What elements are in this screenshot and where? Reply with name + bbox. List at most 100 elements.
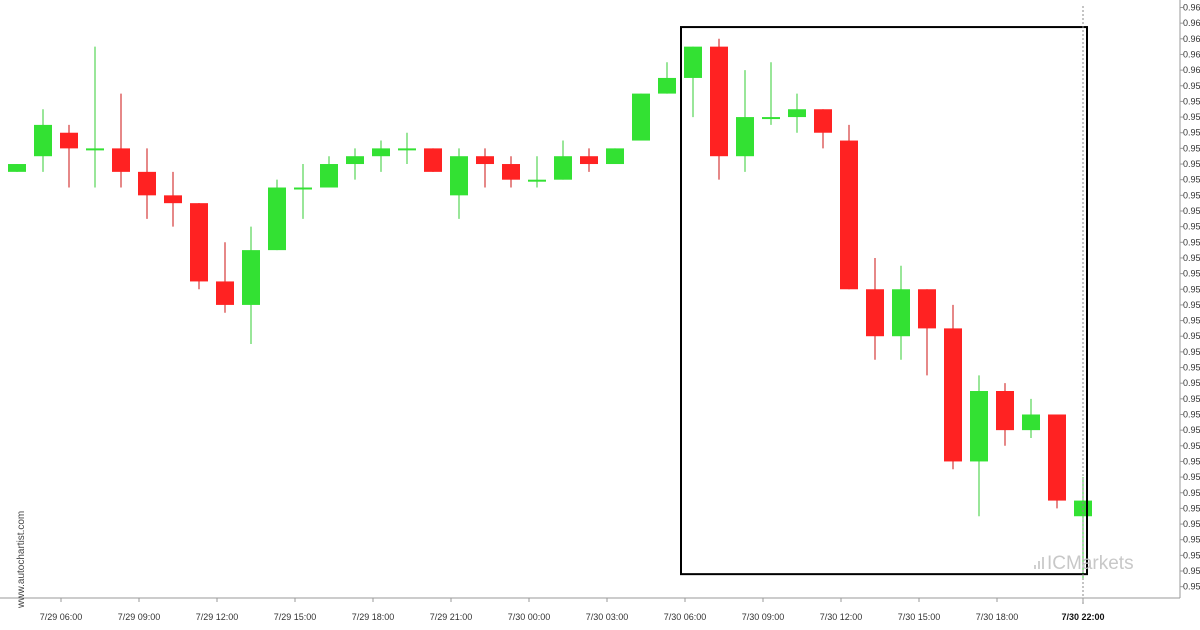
plot-area [8,38,1092,579]
x-tick-label: 7/29 15:00 [274,612,317,622]
candle [60,124,78,188]
candle [476,148,494,188]
candle [554,140,572,180]
candle-body [216,281,234,305]
y-tick-label: 0.9593 [1183,128,1200,138]
y-tick-label: 0.9565 [1183,347,1200,357]
candle-body [840,140,858,290]
y-tick-label: 0.9577 [1183,253,1200,263]
y-tick-label: 0.9599 [1183,81,1200,91]
candle-body [294,187,312,190]
candle-body [580,156,598,165]
candle [762,62,780,125]
candle [736,70,754,172]
brand-bar-2 [1038,561,1040,569]
y-tick-label: 0.9545 [1183,503,1200,513]
y-tick-label: 0.9583 [1183,206,1200,216]
candle [918,289,936,376]
x-tick-label: 7/29 12:00 [196,612,239,622]
candle-body [528,179,546,182]
x-tick-label: 7/30 18:00 [976,612,1019,622]
candle-body [658,77,676,94]
y-tick-label: 0.9569 [1183,316,1200,326]
candle [684,46,702,118]
candle-body [606,148,624,165]
y-tick-label: 0.9563 [1183,363,1200,373]
candle-body [242,250,260,305]
candle [1022,398,1040,438]
y-tick-label: 0.9591 [1183,143,1200,153]
y-tick-label: 0.9575 [1183,269,1200,279]
candle [944,304,962,470]
y-tick-label: 0.9589 [1183,159,1200,169]
candle [190,203,208,290]
candle [320,156,338,188]
brand-logo: ICMarkets [1034,553,1134,574]
y-tick-label: 0.9573 [1183,284,1200,294]
candle [606,148,624,165]
x-tick-label: 7/30 15:00 [898,612,941,622]
y-tick-label: 0.9561 [1183,378,1200,388]
candle-body [86,148,104,151]
y-tick-label: 0.9567 [1183,331,1200,341]
highlight-box-layer [680,6,1088,606]
y-tick-label: 0.9597 [1183,96,1200,106]
candle [8,164,26,172]
candle [242,226,260,345]
y-tick-label: 0.9541 [1183,535,1200,545]
x-tick-label: 7/30 03:00 [586,612,629,622]
brand-prefix: IC [1047,553,1066,574]
y-tick-label: 0.9549 [1183,472,1200,482]
candle-body [346,156,364,165]
y-tick-label: 0.9607 [1183,18,1200,28]
candle [268,179,286,251]
candle [528,156,546,188]
y-tick-label: 0.9603 [1183,49,1200,59]
candle [1048,414,1066,509]
y-tick-label: 0.9581 [1183,222,1200,232]
y-tick-label: 0.9605 [1183,34,1200,44]
x-tick-label: 7/29 21:00 [430,612,473,622]
y-tick-label: 0.9547 [1183,488,1200,498]
y-tick-label: 0.9571 [1183,300,1200,310]
candle-body [34,124,52,157]
candle-body [632,93,650,141]
candle [112,93,130,188]
brand-bar-3 [1042,557,1044,569]
y-tick-label: 0.9587 [1183,175,1200,185]
candle-body [1022,414,1040,431]
x-tick-label: 7/30 06:00 [664,612,707,622]
y-tick-label: 0.9557 [1183,409,1200,419]
y-tick-label: 0.9539 [1183,550,1200,560]
candle-body [554,156,572,180]
candle [138,148,156,219]
candle-body [450,156,468,196]
candle [424,148,442,172]
candle [788,93,806,133]
candle-body [372,148,390,157]
y-tick-label: 0.9595 [1183,112,1200,122]
candle [658,62,676,94]
candle [34,109,52,172]
x-tick-label: 7/30 22:00 [1061,612,1104,622]
candle [398,132,416,165]
candle-body [476,156,494,165]
y-tick-label: 0.9537 [1183,566,1200,576]
candle [710,38,728,180]
brand-suffix: Markets [1066,553,1134,574]
candle-body [970,391,988,462]
candle-body [684,46,702,78]
y-tick-label: 0.9543 [1183,519,1200,529]
candle [632,93,650,141]
candle [346,148,364,180]
brand-bar-1 [1034,565,1036,569]
y-tick-label: 0.9555 [1183,425,1200,435]
candle [996,383,1014,446]
candle [866,257,884,360]
candle-body [892,289,910,337]
candle-body [736,117,754,157]
candle-body [320,164,338,188]
x-tick-label: 7/29 18:00 [352,612,395,622]
